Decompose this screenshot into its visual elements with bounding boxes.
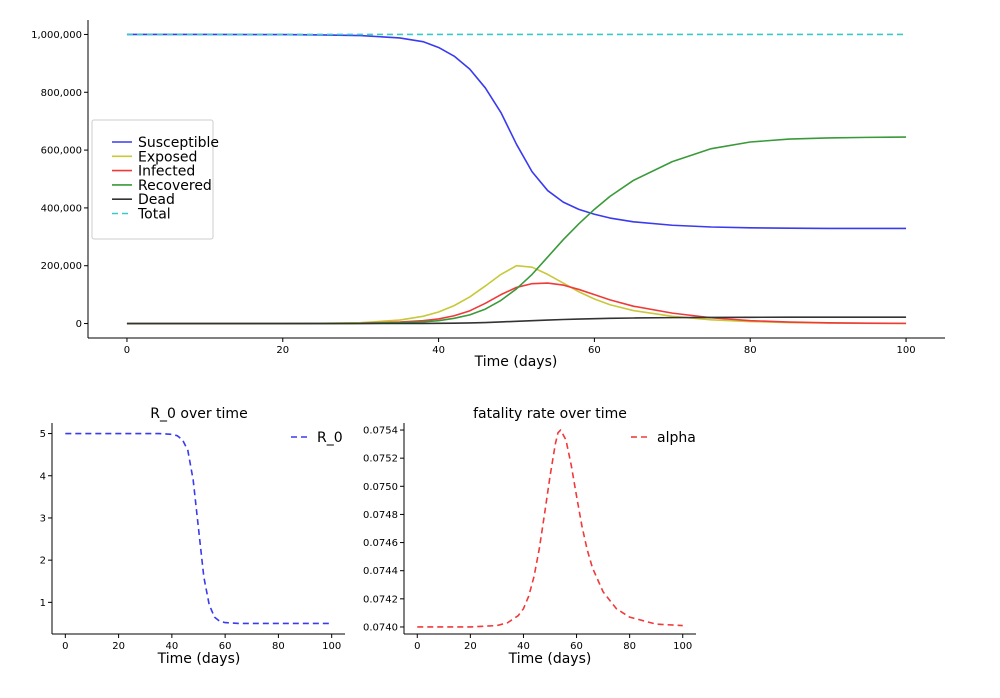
seir-x-tick-label: 80	[744, 345, 757, 356]
r0-x-tick-label: 0	[62, 641, 68, 652]
seir-series-dead	[126, 316, 907, 325]
seir-x-tick-label: 40	[432, 345, 445, 356]
alpha-y-tick-label: 0.0744	[363, 566, 398, 577]
r0-x-tick-label: 40	[165, 641, 178, 652]
alpha-x-tick-label: 100	[673, 641, 692, 652]
seir-x-tick-label: 100	[896, 345, 915, 356]
r0-title: R_0 over time	[150, 406, 247, 422]
alpha-y-tick-label: 0.0754	[363, 426, 398, 437]
r0-y-tick-label: 1	[40, 598, 46, 609]
seir-y-tick-label: 1,000,000	[31, 30, 82, 41]
r0-x-tick-label: 80	[272, 641, 285, 652]
seir-lines	[126, 33, 907, 325]
alpha-y-tick-label: 0.0748	[363, 510, 398, 521]
r0-y-tick-label: 3	[40, 513, 46, 524]
seir-legend-label: Total	[137, 207, 171, 223]
seir-y-tick-label: 400,000	[41, 203, 82, 214]
alpha-xlabel: Time (days)	[508, 651, 592, 667]
r0-x-tick-label: 20	[112, 641, 125, 652]
alpha-y-tick-label: 0.0740	[363, 622, 398, 633]
r0-lines	[65, 432, 332, 625]
seir-series-recovered	[126, 136, 907, 325]
alpha-axes: 0 20 40 60 80 100 0.0740 0.0742 0.0744 0.0746 0.07…	[363, 423, 696, 652]
seir-legend-label: Recovered	[138, 178, 212, 194]
r0-x-tick-label: 100	[322, 641, 341, 652]
seir-xlabel: Time (days)	[474, 354, 558, 370]
seir-legend-label: Infected	[138, 164, 195, 180]
seir-axes: 0 20 40 60 80 100 0 200,000 400,000 600,000 800,00…	[31, 20, 945, 356]
alpha-series-alpha	[417, 429, 683, 628]
alpha-y-tick-label: 0.0742	[363, 594, 398, 605]
seir-legend: SusceptibleExposedInfectedRecoveredDeadT…	[91, 119, 219, 240]
r0-chart: R_0 over time 0 20 40 60 80 100 1 2 3 4 5 Time (da…	[40, 406, 345, 667]
alpha-legend: alpha	[631, 430, 696, 446]
alpha-x-tick-label: 20	[464, 641, 477, 652]
r0-xlabel: Time (days)	[157, 651, 241, 667]
seir-legend-box	[91, 119, 214, 240]
alpha-legend-label: alpha	[657, 430, 696, 446]
seir-legend-label: Dead	[138, 192, 175, 208]
alpha-lines	[417, 429, 683, 628]
seir-y-tick-label: 200,000	[41, 261, 82, 272]
seir-series-susceptible	[126, 33, 907, 230]
alpha-y-tick-label: 0.0750	[363, 482, 398, 493]
alpha-x-tick-label: 80	[623, 641, 636, 652]
seir-legend-label: Susceptible	[138, 135, 219, 151]
r0-x-tick-label: 60	[219, 641, 232, 652]
seir-legend-label: Exposed	[138, 149, 197, 165]
alpha-x-tick-label: 60	[570, 641, 583, 652]
alpha-chart: fatality rate over time 0 20 40 60 80 100 0.07…	[363, 406, 696, 667]
alpha-y-tick-label: 0.0752	[363, 454, 398, 465]
seir-x-tick-label: 20	[276, 345, 289, 356]
seir-x-tick-label: 0	[124, 345, 130, 356]
seir-y-tick-label: 600,000	[41, 146, 82, 157]
seir-y-tick-label: 800,000	[41, 88, 82, 99]
alpha-x-tick-label: 0	[414, 641, 420, 652]
r0-y-tick-label: 5	[40, 429, 46, 440]
seir-series-exposed	[126, 264, 907, 325]
r0-y-tick-label: 4	[40, 471, 46, 482]
r0-axes: 0 20 40 60 80 100 1 2 3 4 5	[40, 423, 345, 652]
r0-series-r-0	[65, 432, 332, 625]
seir-x-tick-label: 60	[588, 345, 601, 356]
alpha-x-tick-label: 40	[517, 641, 530, 652]
alpha-y-tick-label: 0.0746	[363, 538, 398, 549]
r0-legend: R_0	[291, 430, 343, 446]
r0-legend-label: R_0	[317, 430, 343, 446]
seir-y-tick-label: 0	[76, 319, 82, 330]
seir-chart: 0 20 40 60 80 100 0 200,000 400,000 600,000 800,00…	[31, 20, 945, 370]
alpha-title: fatality rate over time	[473, 406, 627, 422]
r0-y-tick-label: 2	[40, 556, 46, 567]
